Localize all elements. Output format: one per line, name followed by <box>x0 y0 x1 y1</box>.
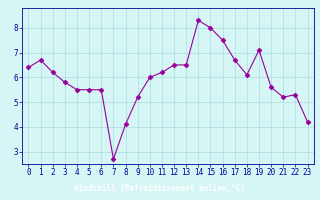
Text: Windchill (Refroidissement éolien,°C): Windchill (Refroidissement éolien,°C) <box>75 184 245 193</box>
